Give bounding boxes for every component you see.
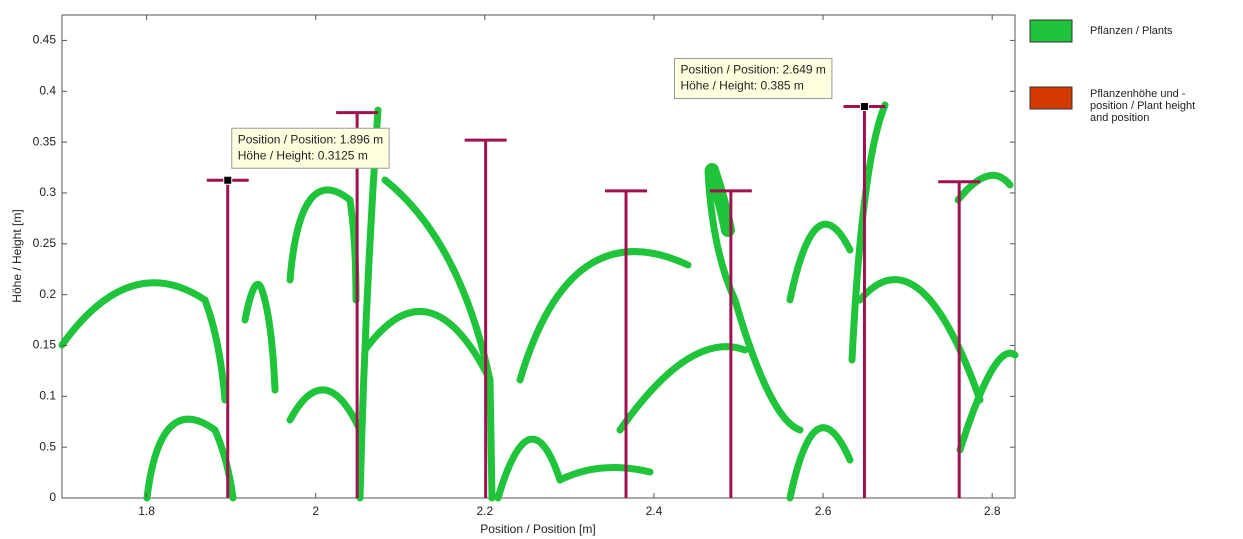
datatip-text: Position / Position: 2.649 m [680, 63, 825, 77]
y-tick-label: 0.35 [33, 134, 57, 148]
y-tick-label: 0.4 [39, 83, 56, 97]
plant-leaf [954, 172, 1014, 204]
datatip-box [231, 127, 390, 169]
plant-leaf [556, 464, 654, 484]
plant-leaf [286, 386, 364, 434]
plant-leaf [956, 349, 1019, 454]
plant-leaf [241, 280, 279, 394]
y-tick-label: 0.2 [39, 287, 56, 301]
y-tick-label: 0.1 [39, 388, 56, 402]
datatip-text: Höhe / Height: 0.3125 m [238, 148, 368, 162]
height-marker [938, 180, 981, 498]
height-marker [709, 189, 752, 498]
datatip: Position / Position: 2.649 m Höhe / Heigh… [673, 58, 869, 112]
x-tick-label: 2 [312, 504, 319, 518]
height-marker [605, 189, 648, 498]
plants [58, 101, 1019, 502]
y-tick-label: 0.3 [39, 185, 56, 199]
y-tick-label: 0.15 [33, 338, 57, 352]
datatip-box [673, 58, 833, 100]
y-tick-label: 0.5 [39, 439, 56, 453]
plant-leaf [856, 276, 984, 404]
datatip: Position / Position: 1.896 m Höhe / Heigh… [223, 127, 390, 185]
plant-leaf [494, 435, 564, 502]
plant-leaf [286, 186, 360, 304]
legend-label: Pflanzen / Plants [1090, 25, 1173, 37]
y-tick-label: 0 [49, 490, 56, 504]
datatip-text: Position / Position: 1.896 m [238, 132, 383, 146]
height-marker [464, 138, 507, 498]
plant-leaf [704, 166, 804, 434]
y-tick-label: 0.25 [33, 236, 57, 250]
datatip-text: Höhe / Height: 0.385 m [680, 79, 803, 93]
y-axis-label: Höhe / Height [m] [10, 209, 24, 302]
plant-leaf [786, 424, 854, 502]
legend-swatch [1029, 86, 1073, 110]
x-tick-label: 2.8 [984, 504, 1001, 518]
legend-swatch [1029, 19, 1073, 43]
x-tick-label: 1.8 [138, 504, 155, 518]
y-tick-label: 0.45 [33, 33, 57, 47]
datatip-point [223, 175, 233, 185]
x-tick-label: 2.6 [815, 504, 832, 518]
height-marker [336, 111, 379, 498]
x-tick-label: 2.2 [476, 504, 493, 518]
datatip-point [859, 102, 869, 112]
legend-label: Pflanzenhöhe und -position / Plant heigh… [1090, 88, 1196, 124]
plant-leaf [786, 220, 854, 304]
plant-leaf [516, 248, 692, 384]
plant-leaf [705, 163, 735, 237]
plant-leaf [58, 279, 229, 404]
x-tick-label: 2.4 [646, 504, 663, 518]
x-axis-label: Position / Position [m] [480, 522, 595, 536]
plant-leaf [361, 308, 494, 384]
